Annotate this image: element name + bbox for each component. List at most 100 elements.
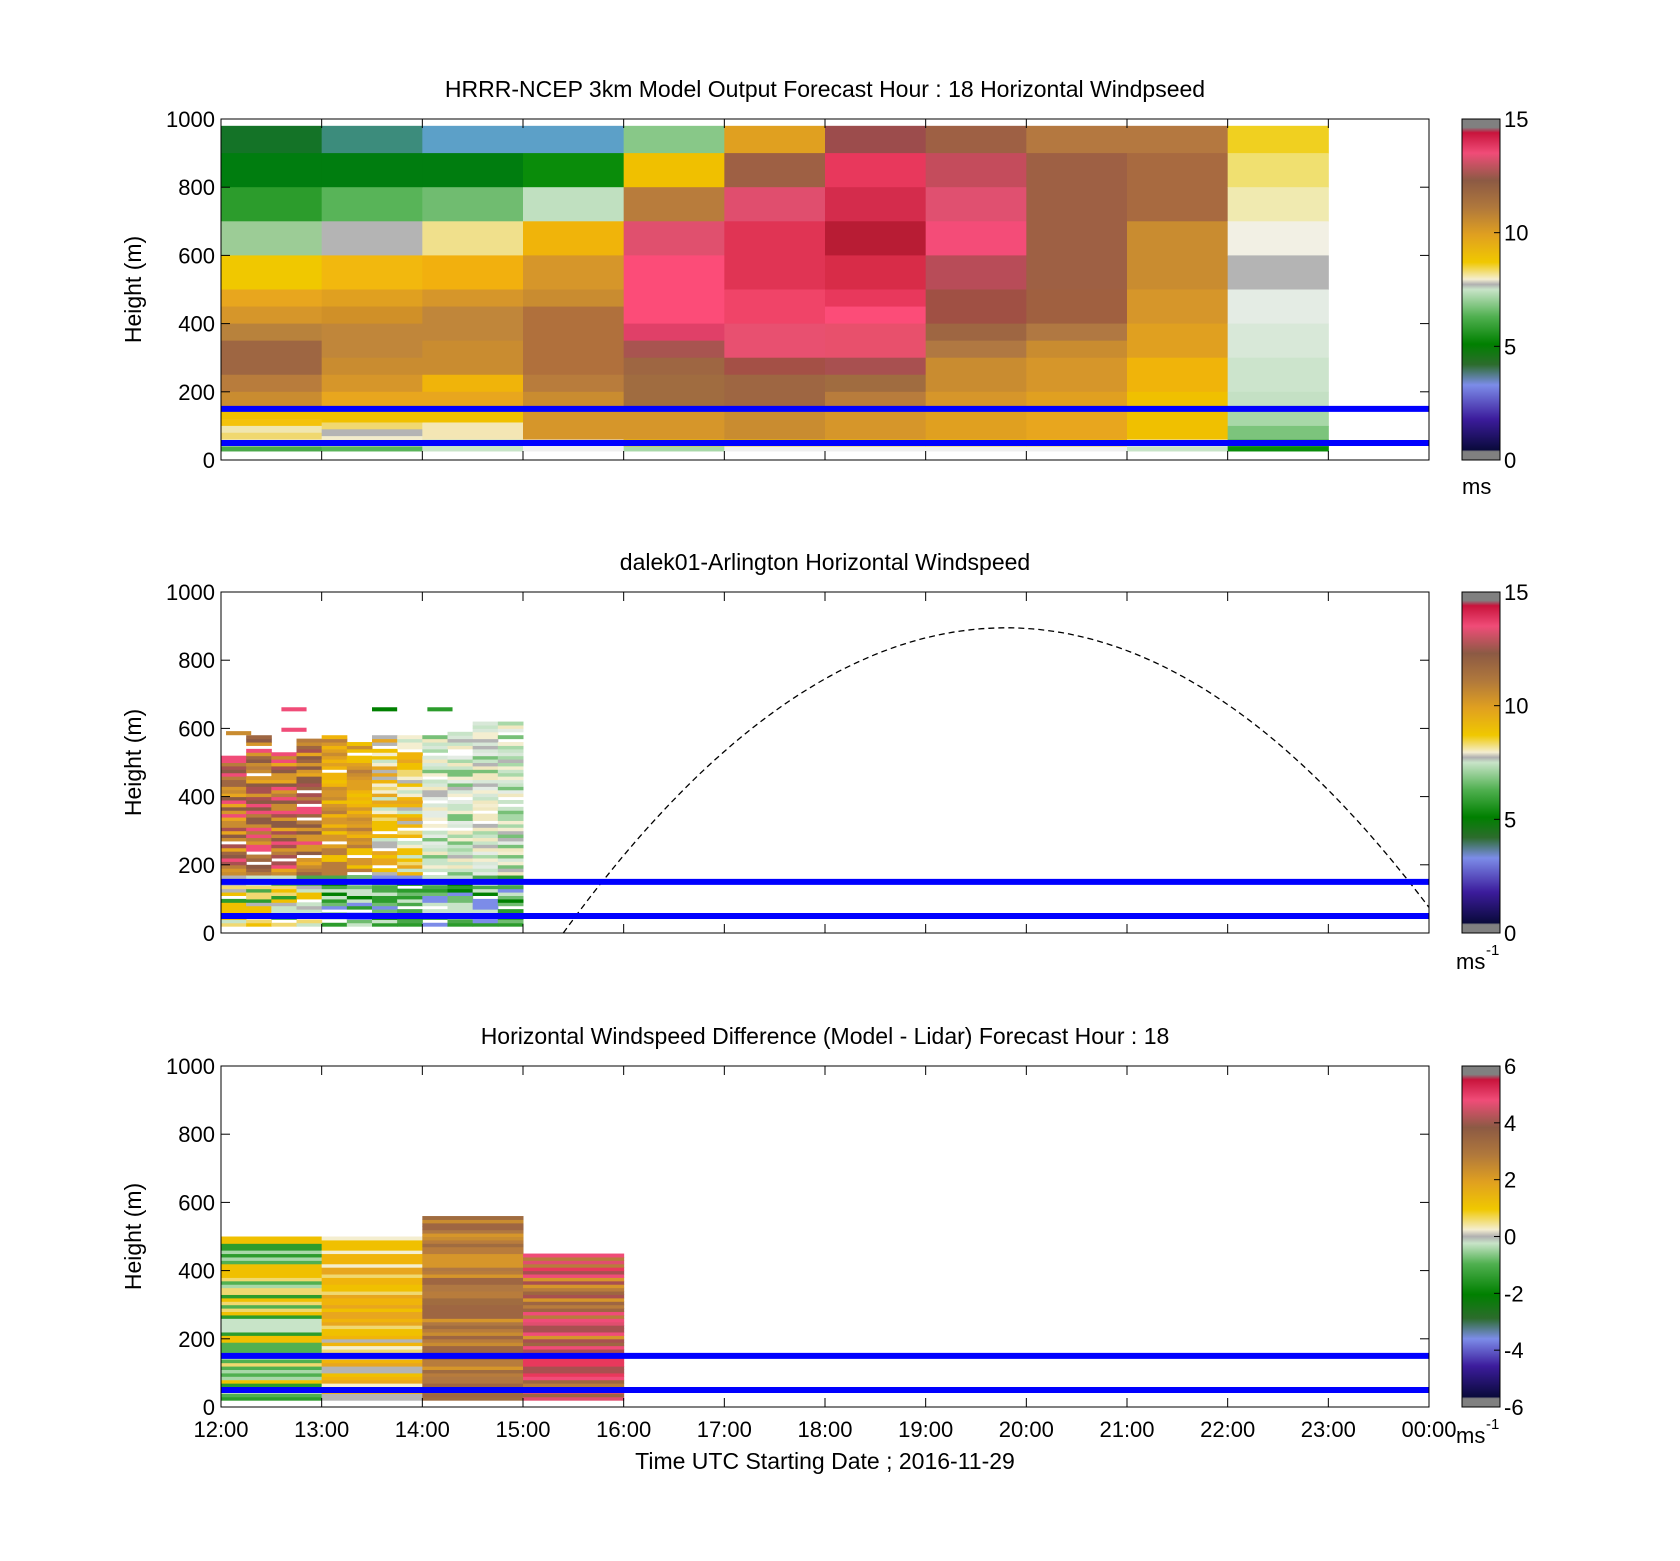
profile-cell: [321, 793, 348, 798]
profile-cell: [246, 800, 272, 804]
heat-cell: [523, 187, 625, 222]
y-tick-label: 200: [178, 1327, 215, 1352]
profile-cell: [523, 1256, 625, 1261]
profile-cell: [447, 844, 474, 849]
profile-cell: [497, 779, 524, 784]
profile-cell: [397, 796, 423, 801]
profile-cell: [271, 895, 297, 900]
profile-cell: [422, 1396, 524, 1401]
profile-cell: [346, 922, 373, 927]
profile-cell: [472, 779, 499, 784]
profile-cell: [271, 885, 297, 890]
profile-cell: [422, 742, 448, 746]
profile-cell: [271, 806, 297, 811]
profile-cell: [472, 813, 499, 818]
profile-cell: [321, 888, 348, 893]
profile-cell: [523, 1253, 625, 1258]
profile-cell: [246, 875, 272, 879]
profile-cell: [221, 1359, 323, 1364]
profile-cell: [271, 817, 297, 821]
profile-cell: [271, 892, 297, 896]
profile-cell: [372, 772, 398, 777]
profile-cell: [296, 851, 323, 856]
profile-cell: [372, 922, 398, 927]
profile-cell: [372, 738, 398, 743]
profile-cell: [372, 827, 398, 832]
profile-cell: [321, 905, 348, 910]
profile-cell: [372, 905, 398, 910]
profile-cell: [321, 854, 348, 859]
x-axis-label: Time UTC Starting Date ; 2016-11-29: [635, 1448, 1015, 1474]
x-tick-label: 14:00: [395, 1417, 450, 1442]
profile-cell: [422, 868, 448, 873]
profile-cell: [271, 861, 297, 866]
profile-cell: [422, 837, 448, 842]
profile-cell: [372, 844, 398, 849]
profile-cell: [372, 817, 398, 821]
profile-cell: [321, 789, 348, 794]
profile-cell: [422, 738, 448, 743]
profile-cell: [221, 827, 247, 832]
heat-cell: [1227, 221, 1329, 256]
profile-cell: [321, 823, 348, 828]
profile-cell: [221, 1277, 323, 1282]
profile-cell: [422, 1308, 524, 1313]
profile-cell: [246, 847, 272, 852]
profile-cell: [497, 902, 524, 907]
profile-cell: [321, 786, 348, 791]
profile-cell: [221, 1376, 323, 1381]
y-tick-label: 1000: [166, 580, 215, 605]
profile-cell: [321, 1274, 423, 1278]
profile-cell: [472, 827, 499, 832]
profile-cell: [422, 922, 448, 927]
profile-cell: [497, 800, 524, 804]
profile-cell: [447, 817, 474, 821]
profile-cell: [321, 1250, 423, 1255]
profile-cell: [497, 895, 524, 900]
profile-cell: [472, 864, 499, 869]
profile-cell: [422, 847, 448, 852]
profile-cell: [397, 895, 423, 900]
profile-cell: [397, 762, 423, 767]
heat-cell: [321, 187, 423, 222]
heat-cell: [1026, 323, 1128, 342]
heat-cell: [1227, 451, 1329, 461]
profile-cell: [472, 765, 499, 770]
profile-cell: [246, 748, 272, 753]
profile-cell: [422, 823, 448, 828]
profile-cell: [321, 803, 348, 808]
profile-cell: [447, 742, 474, 746]
profile-cell: [422, 1294, 524, 1299]
heat-cell: [1026, 357, 1128, 393]
profile-cell: [422, 1328, 524, 1333]
profile-cell: [221, 1311, 323, 1316]
profile-cell: [372, 776, 398, 781]
profile-cell: [422, 810, 448, 815]
heat-cell: [221, 419, 323, 427]
profile-cell: [447, 922, 474, 927]
y-tick-label: 400: [178, 1259, 215, 1284]
profile-cell: [497, 840, 524, 845]
profile-cell: [472, 748, 499, 753]
profile-cell: [321, 1263, 423, 1268]
profile-cell: [372, 755, 398, 760]
profile-cell: [346, 851, 373, 856]
colorbar-unit-exponent: -1: [1486, 942, 1499, 959]
profile-cell: [271, 905, 297, 910]
profile-cell: [221, 803, 247, 808]
profile-cell: [472, 793, 499, 798]
profile-cell: [221, 864, 247, 869]
profile-cell: [296, 844, 323, 849]
profile-cell: [472, 752, 499, 757]
profile-cell: [523, 1379, 625, 1384]
profile-cell: [221, 789, 247, 794]
heat-cell: [724, 289, 826, 325]
heat-cell: [321, 374, 423, 393]
profile-cell: [221, 1338, 323, 1343]
profile-cell: [523, 1321, 625, 1326]
profile-cell: [372, 888, 398, 893]
profile-cell: [321, 1318, 423, 1323]
profile-cell: [472, 728, 499, 733]
profile-cell: [346, 905, 373, 910]
profile-cell: [221, 1328, 323, 1333]
